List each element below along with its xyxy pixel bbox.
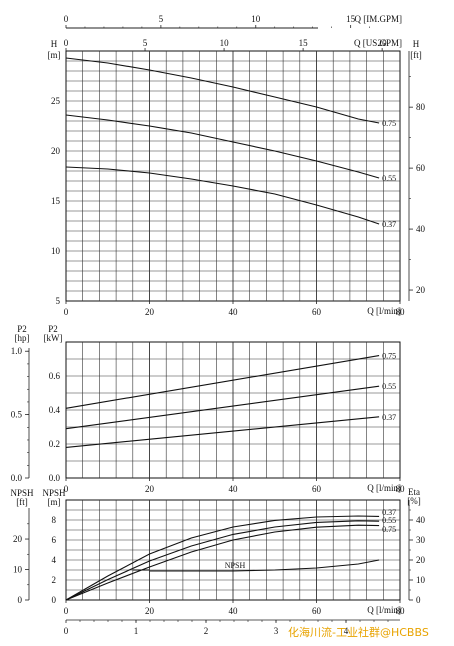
head-x-tick-label: 40: [229, 307, 239, 317]
head-x-tick-label: 20: [145, 307, 155, 317]
bottom-axis-tick-label: 2: [204, 626, 209, 636]
head-y-tick-label: 25: [51, 96, 61, 106]
head-curve-0.55: [65, 114, 380, 179]
bottom-axis-tick-label: 1: [134, 626, 139, 636]
power-x-tick-label: 0: [64, 484, 69, 494]
eff-series-label-0.75: 0.75: [382, 525, 396, 534]
top-axis-1-tick-label: 10: [251, 14, 261, 24]
top-axis-2-tick-label: 0: [64, 38, 69, 48]
head-y-tick-label: 10: [51, 246, 61, 256]
power-hp-tick-label: 1.0: [11, 346, 23, 356]
top-axis-1-tick-label: 5: [159, 14, 164, 24]
head-x-axis-label: Q [l/min]: [367, 306, 401, 316]
head-x-tick-label: 60: [312, 307, 322, 317]
top-axis-2-tick-label: 5: [143, 38, 148, 48]
eta-tick-label: 20: [416, 555, 426, 565]
eff-x-tick-label: 20: [145, 606, 155, 616]
head-right-tick-label: 60: [416, 163, 426, 173]
eff-series-label-0.37: 0.37: [382, 508, 396, 517]
head-series-label-0.55: 0.55: [382, 174, 396, 183]
power-kw-axis-label: P2: [48, 324, 58, 334]
head-y-tick-label: 15: [51, 196, 61, 206]
power-series-label-0.37: 0.37: [382, 413, 396, 422]
npsh-m-tick-label: 6: [52, 535, 57, 545]
npsh-ft-tick-label: 10: [13, 565, 23, 575]
eff-curve-0.55: [65, 520, 380, 601]
eff-x-tick-label: 60: [312, 606, 322, 616]
head-curve-0.75: [65, 57, 380, 124]
eta-tick-label: 10: [416, 575, 426, 585]
power-hp-axis-label: P2: [17, 324, 27, 334]
eff-x-axis-label: Q [l/min]: [367, 605, 401, 615]
eff-x-tick-label: 40: [229, 606, 239, 616]
eta-axis-unit: [%]: [407, 496, 421, 506]
bottom-axis-tick-label: 4: [344, 626, 349, 636]
power-kw-tick-label: 0.4: [49, 405, 61, 415]
npsh-m-tick-label: 8: [52, 515, 57, 525]
eta-tick-label: 40: [416, 515, 426, 525]
head-right-tick-label: 80: [416, 102, 426, 112]
head-series-label-0.75: 0.75: [382, 119, 396, 128]
eff-series-label-0.55: 0.55: [382, 516, 396, 525]
head-x-tick-label: 0: [64, 307, 69, 317]
npsh-m-axis-unit: [m]: [48, 497, 61, 507]
npsh-curve-label: NPSH: [225, 561, 246, 570]
head-right-axis-label: H: [413, 39, 420, 49]
top-axis-1-tick-label: 0: [64, 14, 69, 24]
head-right-tick-label: 40: [416, 224, 426, 234]
bottom-axis-tick-label: 0: [64, 626, 69, 636]
eff-x-tick-label: 80: [396, 606, 406, 616]
head-series-label-0.37: 0.37: [382, 220, 396, 229]
power-kw-axis-unit: [kW]: [44, 333, 63, 343]
npsh-ft-axis-unit: [ft]: [16, 497, 28, 507]
head-y-tick-label: 20: [51, 146, 61, 156]
power-hp-tick-label: 0.5: [11, 410, 23, 420]
power-kw-tick-label: 0.6: [49, 371, 61, 381]
eta-axis-label: Eta: [408, 487, 420, 497]
npsh-m-axis-label: NPSH: [42, 488, 66, 498]
head-right-axis-unit: [ft]: [410, 50, 422, 60]
top-axis-2-tick-label: 15: [299, 38, 309, 48]
power-kw-tick-label: 0.2: [49, 439, 60, 449]
top-axis-1-tick-label: 15: [346, 14, 356, 24]
top-axis-2-tick-label: 20: [378, 38, 388, 48]
power-x-axis-label: Q [l/min]: [367, 483, 401, 493]
npsh-ft-tick-label: 0: [18, 595, 23, 605]
eff-curve-0.37: [65, 515, 380, 601]
npsh-curve: [149, 559, 380, 572]
top-axis-2-label: Q [US.GPM]: [354, 38, 402, 48]
power-series-label-0.55: 0.55: [382, 382, 396, 391]
head-y-axis-label: H: [51, 39, 58, 49]
head-x-tick-label: 80: [396, 307, 406, 317]
power-x-tick-label: 20: [145, 484, 155, 494]
npsh-ft-axis-label: NPSH: [10, 488, 34, 498]
power-curve-0.75: [65, 355, 380, 409]
eff-curve-0.75: [65, 524, 380, 601]
watermark-text: 化海川流-工业社群@HCBBS: [288, 626, 429, 639]
bottom-axis-tick-label: 3: [274, 626, 279, 636]
power-curve-0.37: [65, 416, 380, 448]
power-x-tick-label: 80: [396, 484, 406, 494]
power-curve-0.55: [65, 385, 380, 430]
eta-tick-label: 0: [416, 595, 421, 605]
top-axis-2-tick-label: 10: [220, 38, 230, 48]
npsh-m-tick-label: 0: [52, 595, 57, 605]
head-y-axis-unit: [m]: [48, 50, 61, 60]
top-axis-1-label: Q [IM.GPM]: [354, 14, 402, 24]
power-x-tick-label: 40: [229, 484, 239, 494]
npsh-ft-tick-label: 20: [13, 534, 23, 544]
npsh-m-tick-label: 2: [52, 575, 57, 585]
power-hp-axis-unit: [hp]: [15, 333, 30, 343]
eff-x-tick-label: 0: [64, 606, 69, 616]
head-curve-0.37: [65, 166, 380, 225]
head-right-tick-label: 20: [416, 285, 426, 295]
eta-tick-label: 30: [416, 535, 426, 545]
power-hp-tick-label: 0.0: [11, 473, 23, 483]
power-x-tick-label: 60: [312, 484, 322, 494]
head-y-tick-label: 5: [56, 296, 61, 306]
power-kw-tick-label: 0.0: [49, 473, 61, 483]
npsh-m-tick-label: 4: [52, 555, 57, 565]
power-series-label-0.75: 0.75: [382, 352, 396, 361]
